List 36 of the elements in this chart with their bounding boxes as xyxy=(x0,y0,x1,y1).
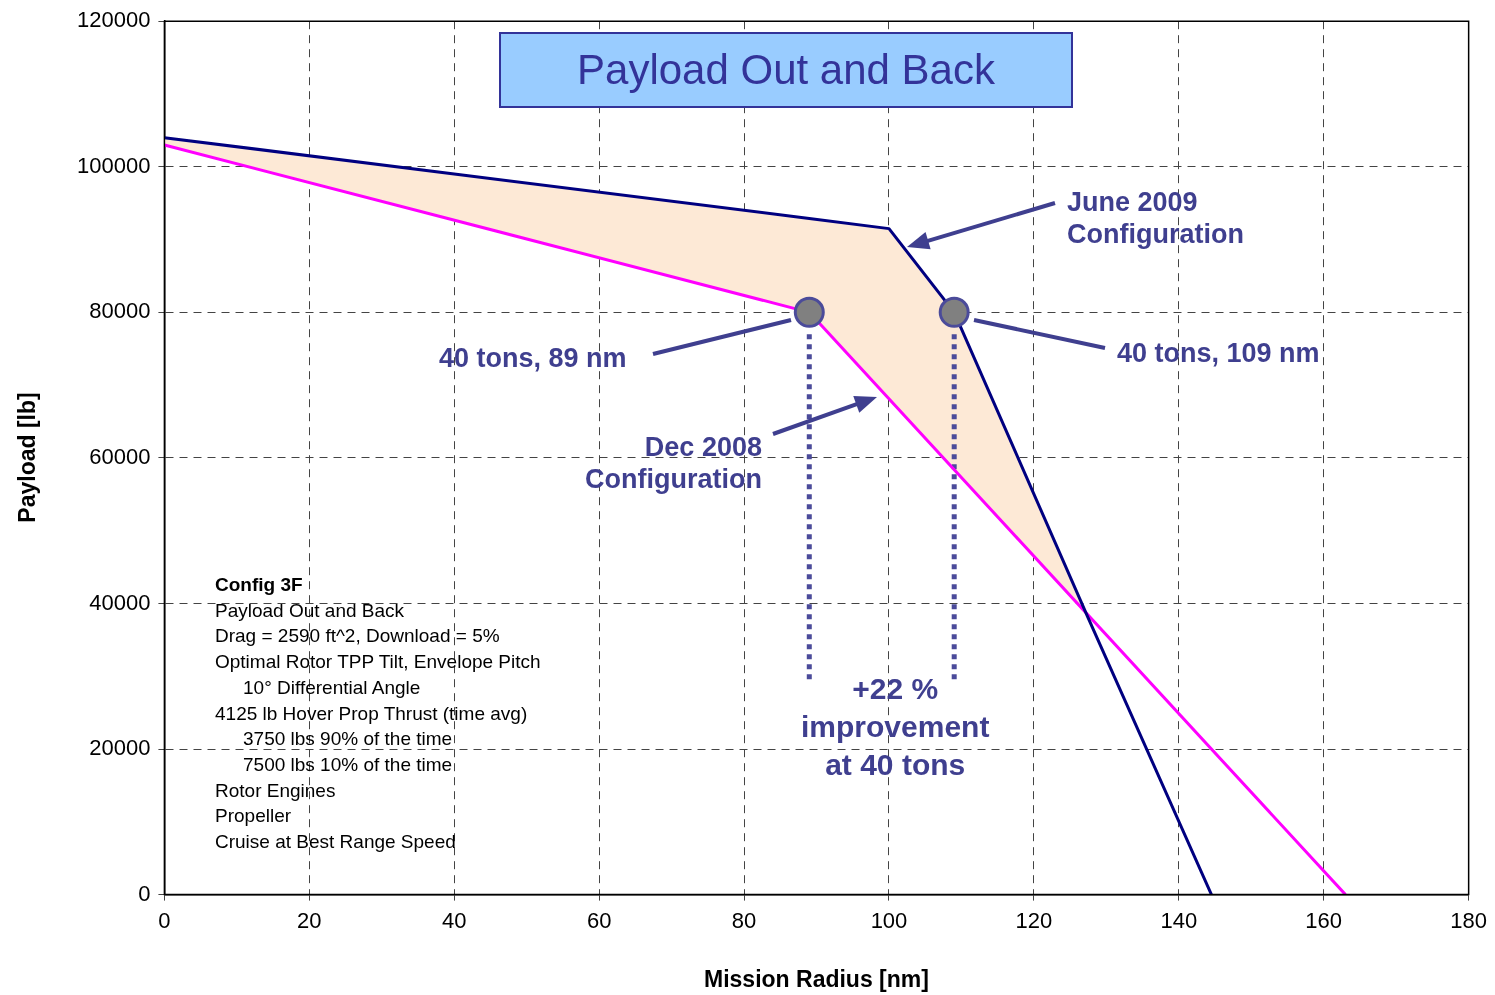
x-tick-label: 20 xyxy=(297,907,322,933)
y-tick-label: 80000 xyxy=(89,298,151,324)
x-tick-label: 160 xyxy=(1305,907,1343,933)
x-tick-label: 100 xyxy=(870,907,908,933)
annotation: Propeller xyxy=(215,804,292,829)
annotation: Optimal Rotor TPP Tilt, Envelope Pitch xyxy=(215,650,541,675)
annotation: Payload Out and Back xyxy=(215,598,405,623)
y-tick-label: 100000 xyxy=(76,152,151,178)
annotation: Config 3F xyxy=(215,573,303,597)
y-tick-label: 120000 xyxy=(76,7,151,33)
y-tick-label: 40000 xyxy=(89,589,151,615)
annotation: 7500 lbs 10% of the time xyxy=(243,752,453,777)
x-tick-label: 0 xyxy=(158,907,171,933)
x-tick-label: 40 xyxy=(442,907,467,933)
annotation: Cruise at Best Range Speed xyxy=(215,830,456,854)
annotation: 40 tons, 89 nm xyxy=(439,342,627,374)
annotation: Dec 2008 Configuration xyxy=(585,431,762,495)
y-tick-label: 20000 xyxy=(89,735,151,761)
x-tick-label: 140 xyxy=(1160,907,1198,933)
annotation: Drag = 2590 ft^2, Download = 5% xyxy=(215,624,500,649)
x-tick-label: 180 xyxy=(1450,907,1488,933)
annotation: Rotor Engines xyxy=(215,778,336,803)
x-tick-label: 120 xyxy=(1015,907,1053,933)
annotation: June 2009 Configuration xyxy=(1067,186,1244,250)
annotation: +22 % improvement at 40 tons xyxy=(801,671,990,783)
x-axis-title: Mission Radius [nm] xyxy=(704,966,929,993)
x-tick-label: 60 xyxy=(586,907,612,933)
annotation: 4125 lb Hover Prop Thrust (time avg) xyxy=(215,701,528,726)
annotation: 40 tons, 109 nm xyxy=(1117,337,1320,369)
y-tick-label: 60000 xyxy=(89,443,151,469)
y-tick-label: 0 xyxy=(138,880,151,906)
y-axis-title: Payload [lb] xyxy=(13,392,41,523)
title-box: Payload Out and Back xyxy=(499,32,1073,108)
annotation: 3750 lbs 90% of the time xyxy=(243,727,453,752)
annotation: 10° Differential Angle xyxy=(243,675,421,700)
x-tick-label: 80 xyxy=(731,907,757,933)
